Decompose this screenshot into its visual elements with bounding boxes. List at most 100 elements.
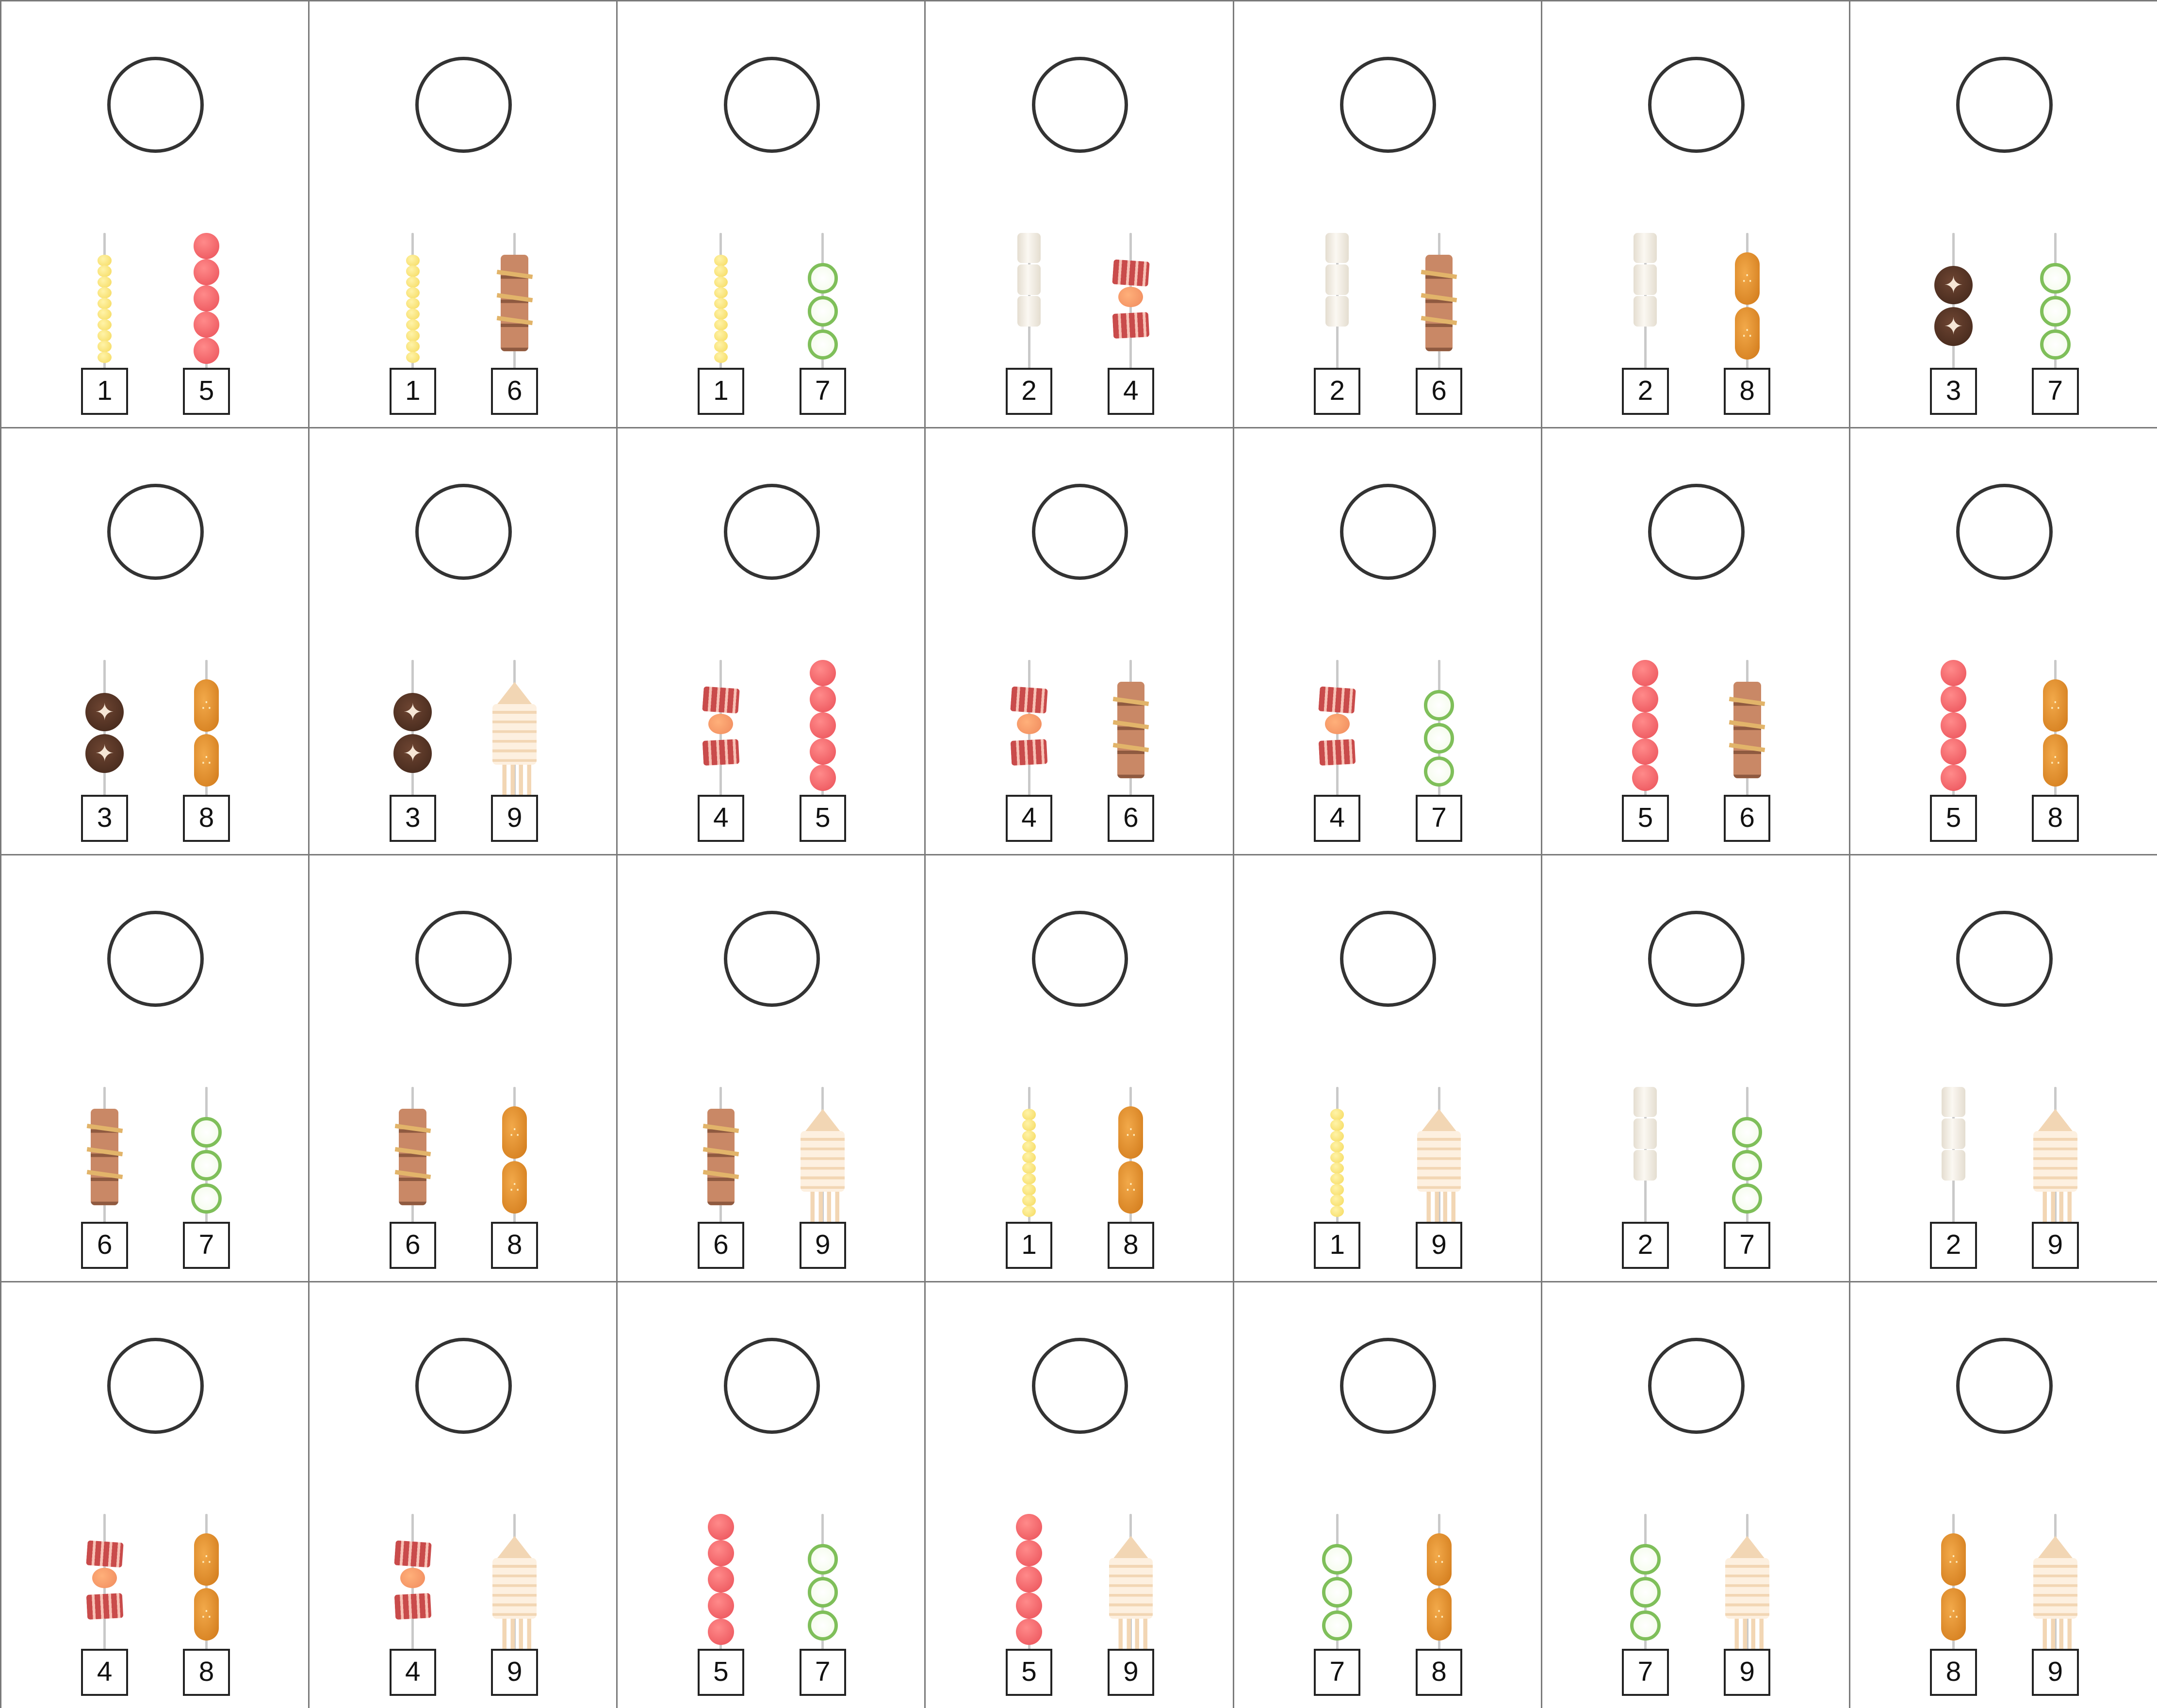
answer-circle[interactable] xyxy=(107,483,204,580)
meatball-skewer xyxy=(1542,428,1849,854)
answer-circle[interactable] xyxy=(1340,56,1437,153)
corn-kernel xyxy=(1022,1119,1036,1131)
puzzle-cell: ✦ ✦ ∴ ∴ 3 8 xyxy=(0,427,310,855)
answer-circle[interactable] xyxy=(1648,1337,1745,1434)
meatball-piece xyxy=(708,1618,734,1645)
skewer-number-left: 5 xyxy=(697,1649,745,1696)
squid-skewer xyxy=(1542,1282,1849,1708)
meatball-piece xyxy=(1016,1566,1042,1593)
answer-circle[interactable] xyxy=(107,56,204,153)
skewer-number-left: 3 xyxy=(389,795,436,842)
corn-kernel xyxy=(98,341,112,352)
answer-circle[interactable] xyxy=(1340,910,1437,1007)
answer-circle[interactable] xyxy=(1031,1337,1128,1434)
cucumber-slice xyxy=(1423,723,1454,754)
shiitake-mushroom-skewer: ✦ ✦ xyxy=(1,428,308,854)
corn-kernel xyxy=(714,351,728,363)
rice-cake-piece xyxy=(1942,1150,1965,1181)
answer-circle[interactable] xyxy=(1956,910,2053,1007)
squid-head xyxy=(495,682,534,707)
answer-circle[interactable] xyxy=(1031,483,1128,580)
squid-body xyxy=(1725,1558,1769,1619)
squid-tentacles xyxy=(1114,1618,1147,1655)
skewer-number-right: 9 xyxy=(491,795,538,842)
corn-kernel xyxy=(406,319,420,331)
answer-circle[interactable] xyxy=(415,1337,512,1434)
cucumber-slice xyxy=(191,1150,222,1181)
answer-circle[interactable] xyxy=(723,910,820,1007)
meatball-piece xyxy=(1016,1540,1042,1566)
skewer-number-right: 6 xyxy=(1723,795,1771,842)
skewer-number-left: 2 xyxy=(1005,368,1053,415)
answer-circle[interactable] xyxy=(1956,56,2053,153)
skewer-number-left: 2 xyxy=(1930,1222,1977,1269)
answer-circle[interactable] xyxy=(1648,56,1745,153)
corn-kernel xyxy=(406,330,420,342)
answer-circle[interactable] xyxy=(723,483,820,580)
skewer-number-left: 5 xyxy=(1930,795,1977,842)
cucumber-slice xyxy=(2040,296,2071,327)
cucumber-slice xyxy=(1630,1544,1661,1575)
corn-kernel xyxy=(1330,1173,1344,1185)
corn-kernel xyxy=(714,297,728,310)
egg-piece xyxy=(400,1567,425,1589)
skewer-number-right: 9 xyxy=(491,1649,538,1696)
corn-kernel xyxy=(98,309,112,320)
answer-circle[interactable] xyxy=(1031,56,1128,153)
cucumber-slice xyxy=(191,1183,222,1214)
answer-circle[interactable] xyxy=(107,910,204,1007)
cucumber-slice-skewer xyxy=(1,855,308,1281)
corn-kernel xyxy=(1022,1141,1036,1152)
cucumber-slice-skewer xyxy=(618,1,924,427)
grilled-bun-skewer: ∴ ∴ xyxy=(926,855,1232,1281)
cucumber-slice xyxy=(2040,329,2071,360)
answer-circle[interactable] xyxy=(107,1337,204,1434)
bacon-wrap-skewer xyxy=(1234,428,1541,854)
rice-cake-skewer xyxy=(1234,1,1541,427)
cucumber-slice xyxy=(807,329,838,360)
meatball-piece xyxy=(708,1513,734,1540)
answer-circle[interactable] xyxy=(723,56,820,153)
answer-circle[interactable] xyxy=(1340,483,1437,580)
answer-circle[interactable] xyxy=(415,56,512,153)
skewer-number-left: 6 xyxy=(81,1222,128,1269)
meatball-piece xyxy=(809,712,836,739)
meat-block xyxy=(86,1109,123,1206)
corn-kernel xyxy=(1330,1151,1344,1164)
corn-kernel xyxy=(714,276,728,288)
skewer-number-right: 6 xyxy=(1107,795,1155,842)
bun-piece: ∴ xyxy=(1118,1161,1144,1214)
grilled-bun-skewer: ∴ ∴ xyxy=(1234,1282,1541,1708)
answer-circle[interactable] xyxy=(1648,910,1745,1007)
meatball-piece xyxy=(1940,738,1967,765)
skewer-number-right: 9 xyxy=(1415,1222,1463,1269)
corn-kernels-skewer xyxy=(310,1,616,427)
rice-cake-piece xyxy=(1325,264,1349,295)
answer-circle[interactable] xyxy=(1956,483,2053,580)
cucumber-slice xyxy=(807,1544,838,1575)
corn-kernel xyxy=(1022,1163,1036,1174)
answer-circle[interactable] xyxy=(1031,910,1128,1007)
answer-circle[interactable] xyxy=(1956,1337,2053,1434)
answer-circle[interactable] xyxy=(1648,483,1745,580)
twine-tie xyxy=(496,316,533,326)
bun-piece: ∴ xyxy=(2043,734,2068,787)
sesame-icon: ∴ xyxy=(1948,1606,1959,1624)
corn-kernel xyxy=(1330,1184,1344,1196)
skewer-number-right: 5 xyxy=(183,368,230,415)
sesame-icon: ∴ xyxy=(1434,1606,1444,1624)
puzzle-cell: ∴ ∴ 6 8 xyxy=(308,854,618,1282)
answer-circle[interactable] xyxy=(415,910,512,1007)
answer-circle[interactable] xyxy=(723,1337,820,1434)
skewer-number-right: 7 xyxy=(799,1649,846,1696)
squid-body xyxy=(1109,1558,1153,1619)
mushroom-star-icon: ✦ xyxy=(1944,312,1963,340)
skewer-number-right: 8 xyxy=(1415,1649,1463,1696)
answer-circle[interactable] xyxy=(415,483,512,580)
corn-kernel xyxy=(1330,1205,1344,1217)
twine-tie xyxy=(1729,720,1765,729)
answer-circle[interactable] xyxy=(1340,1337,1437,1434)
